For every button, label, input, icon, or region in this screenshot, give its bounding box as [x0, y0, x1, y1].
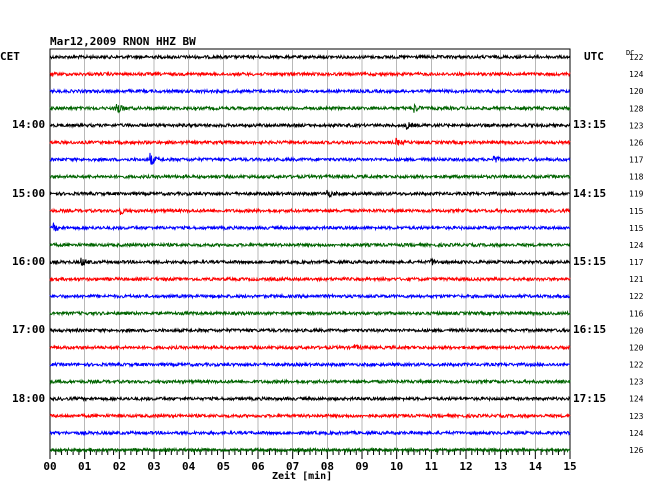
chart-title: Mar12,2009 RNON HHZ BW — [50, 35, 196, 48]
dc-offset-label: 115 — [629, 207, 644, 216]
dc-offset-label: 123 — [629, 378, 644, 387]
x-tick-label: 13 — [494, 460, 507, 473]
left-hour-label: 14:00 — [12, 118, 46, 132]
dc-offset-label: 124 — [629, 429, 644, 438]
left-hour-label: 18:00 — [12, 391, 46, 405]
x-axis-label: Zeit [min] — [272, 471, 333, 482]
x-tick-label: 12 — [459, 460, 472, 473]
dc-offset-label: 116 — [629, 309, 644, 318]
seismic-trace — [49, 326, 571, 334]
x-tick-label: 06 — [251, 460, 265, 473]
x-tick-label: 14 — [529, 460, 543, 473]
x-tick-label: 05 — [217, 460, 230, 473]
dc-offset-label: 123 — [629, 121, 644, 130]
seismic-trace — [49, 53, 571, 61]
dc-offset-label: 120 — [629, 343, 644, 352]
right-hour-label: 13:15 — [573, 118, 607, 132]
seismic-trace — [49, 152, 571, 165]
right-hour-label: 14:15 — [573, 186, 607, 200]
dc-offset-label: 122 — [629, 361, 644, 370]
x-tick-label: 09 — [355, 460, 368, 473]
dc-offset-label: 115 — [629, 224, 644, 233]
dc-offset-label: 124 — [629, 70, 644, 79]
seismic-trace — [49, 207, 571, 216]
dc-offset-label: 123 — [629, 412, 644, 421]
x-tick-label: 03 — [147, 460, 160, 473]
seismic-trace — [49, 292, 571, 300]
dc-offset-label: 126 — [629, 446, 644, 455]
seismic-trace — [49, 241, 571, 249]
seismic-trace — [49, 412, 571, 420]
seismic-trace — [49, 446, 571, 454]
seismic-trace — [49, 429, 571, 437]
left-hour-label: 15:00 — [12, 186, 46, 200]
dc-offset-label: 122 — [629, 53, 644, 62]
dc-offset-label: 118 — [629, 173, 644, 182]
dc-offset-label: 121 — [629, 275, 644, 284]
dc-offset-label: 124 — [629, 395, 644, 404]
seismic-trace — [49, 121, 571, 130]
dc-offset-label: 117 — [629, 258, 644, 267]
seismic-trace — [49, 309, 571, 317]
seismic-trace — [49, 257, 571, 267]
seismic-trace — [49, 343, 571, 351]
right-hour-label: 17:15 — [573, 391, 607, 405]
seismic-trace — [49, 87, 571, 95]
x-tick-label: 01 — [78, 460, 92, 473]
x-tick-label: 10 — [390, 460, 403, 473]
dc-offset-label: 117 — [629, 156, 644, 165]
right-hour-label: 16:15 — [573, 323, 607, 337]
right-hour-label: 15:15 — [573, 255, 607, 269]
seismic-trace — [49, 137, 571, 146]
x-tick-label: 04 — [182, 460, 196, 473]
dc-offset-label: 119 — [629, 190, 644, 199]
seismic-trace — [49, 361, 571, 368]
dc-offset-label: 122 — [629, 292, 644, 301]
dc-offset-label: 120 — [629, 326, 644, 335]
seismic-trace — [49, 70, 571, 78]
seismic-trace — [49, 173, 571, 181]
dc-offset-label: 128 — [629, 104, 644, 113]
dc-offset-label: 126 — [629, 138, 644, 147]
x-tick-label: 11 — [425, 460, 439, 473]
dc-offset-header: DC — [626, 49, 635, 57]
seismic-trace — [49, 102, 571, 114]
left-timezone-label: CET — [0, 50, 20, 63]
seismic-trace — [49, 222, 571, 232]
left-hour-label: 16:00 — [12, 255, 46, 269]
dc-offset-label: 120 — [629, 87, 644, 96]
dc-offset-label: 124 — [629, 241, 644, 250]
x-tick-label: 00 — [43, 460, 56, 473]
x-tick-label: 07 — [286, 460, 299, 473]
x-tick-label: 08 — [321, 460, 334, 473]
left-hour-label: 17:00 — [12, 323, 46, 337]
seismic-trace — [49, 189, 571, 198]
seismic-trace — [49, 275, 571, 283]
right-timezone-label: UTC — [584, 50, 604, 63]
seismic-trace — [49, 378, 571, 386]
seismic-trace — [49, 395, 571, 403]
x-tick-label: 02 — [113, 460, 126, 473]
x-tick-label: 15 — [563, 460, 576, 473]
